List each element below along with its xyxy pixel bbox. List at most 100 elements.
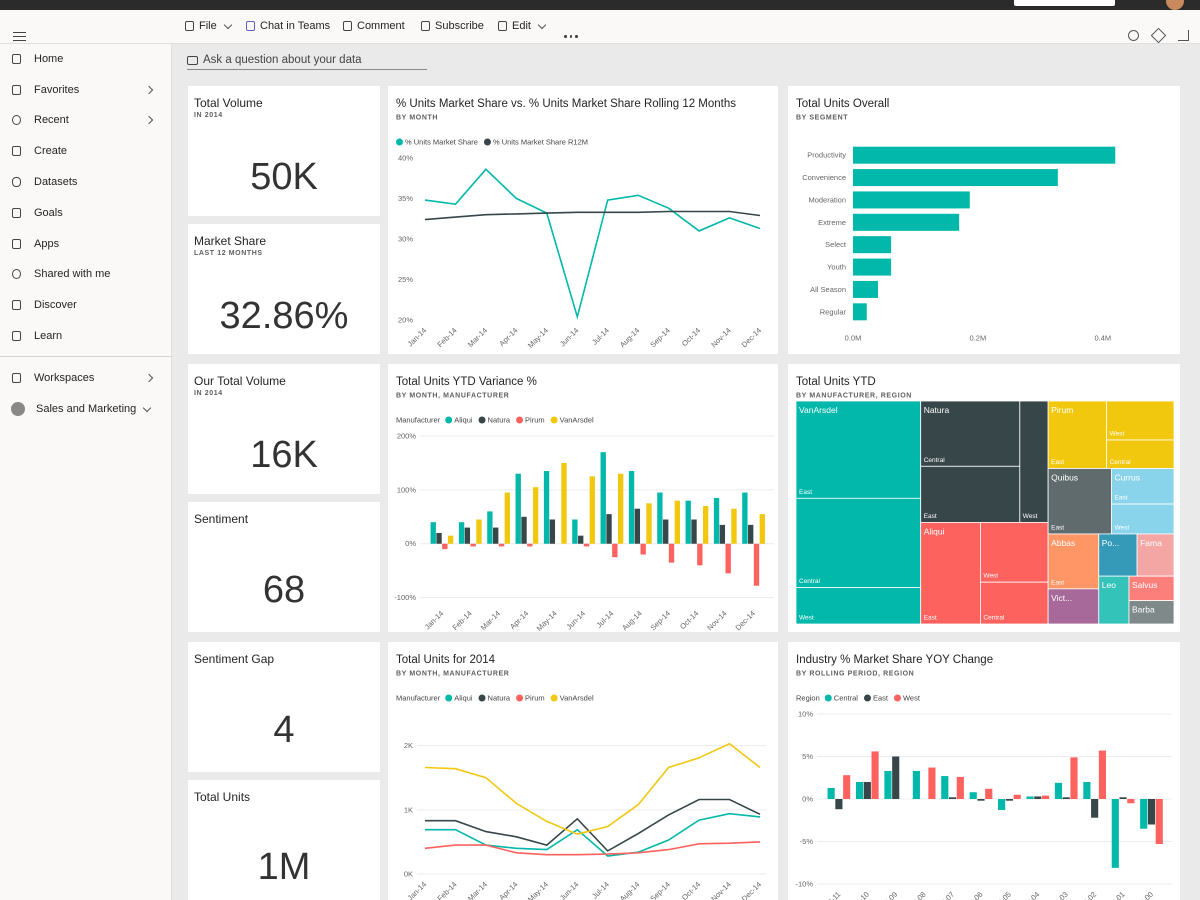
x-tick-label: Jun-14: [558, 326, 581, 349]
kpi-card[interactable]: Sentiment 68: [188, 502, 380, 632]
nav-item[interactable]: Home: [12, 49, 162, 69]
favorite-button[interactable]: [1150, 27, 1167, 44]
kpi-title: Total Units: [194, 790, 251, 804]
bar: [719, 524, 726, 544]
bar: [691, 519, 697, 544]
bar: [1098, 750, 1106, 799]
x-tick-label: May-14: [526, 326, 550, 350]
chart-tile[interactable]: Industry % Market Share YOY Change BY ROL…: [788, 642, 1180, 900]
bar: [458, 522, 465, 544]
bar: [549, 519, 556, 544]
nav-item[interactable]: Favorites: [12, 80, 162, 100]
chart-tile[interactable]: % Units Market Share vs. % Units Market …: [388, 86, 778, 354]
nav-item[interactable]: Learn: [12, 326, 162, 346]
x-tick-label: 0.2M: [970, 334, 987, 343]
toolbar-button[interactable]: Subscribe: [421, 20, 484, 32]
bar: [1062, 797, 1070, 799]
bar: [725, 543, 731, 574]
bar: [853, 280, 878, 298]
kpi-title: Sentiment Gap: [194, 652, 275, 666]
kpi-card[interactable]: Our Total Volume IN 2014 16K: [188, 364, 380, 494]
chart-tile[interactable]: Total Units YTD BY MANUFACTURER, REGION Ea…: [788, 364, 1180, 632]
treemap-region-label: West: [1110, 430, 1125, 437]
bar: [674, 500, 680, 544]
legend-marker: [445, 694, 453, 702]
kpi-card[interactable]: Market Share LAST 12 MONTHS 32.86%: [188, 224, 380, 354]
kpi-card[interactable]: Total Volume IN 2014 50K: [188, 86, 380, 216]
x-tick-label: P-10: [853, 890, 871, 900]
line: [424, 210, 761, 221]
x-tick-label: 0.4M: [1094, 334, 1111, 343]
fullscreen-button[interactable]: [1178, 30, 1189, 41]
y-tick-label: 100%: [397, 485, 417, 494]
x-tick-label: Oct-14: [678, 609, 700, 631]
bar: [853, 236, 892, 254]
nav-label: Goals: [34, 207, 63, 219]
bar: [442, 543, 448, 550]
bar: [863, 782, 871, 799]
bar: [600, 452, 606, 544]
toolbar-button[interactable]: Comment: [343, 20, 405, 32]
bar: [948, 797, 957, 799]
treemap-label: VanArsdel: [799, 405, 838, 415]
search-box[interactable]: [1014, 0, 1115, 6]
bar: [941, 776, 949, 799]
kpi-title: Total Volume: [194, 96, 263, 110]
toolbar-button[interactable]: Edit: [498, 20, 547, 32]
bar: [713, 497, 720, 544]
chart-tile[interactable]: Total Units YTD Variance % BY MONTH, MANU…: [388, 364, 778, 632]
y-tick-label: Regular: [820, 307, 847, 316]
bar: [515, 473, 521, 544]
y-tick-label: Extreme: [818, 218, 846, 227]
nav-item[interactable]: Create: [12, 141, 162, 161]
bar: [1111, 799, 1119, 868]
treemap-label: Vict...: [1051, 593, 1072, 603]
nav-item[interactable]: Discover: [12, 295, 162, 315]
nav-item[interactable]: Workspaces: [12, 368, 162, 388]
refresh-button[interactable]: [1128, 30, 1139, 41]
treemap-label: Pirum: [1051, 405, 1073, 415]
y-tick-label: 10%: [798, 710, 813, 719]
chart-tile[interactable]: Total Units for 2014 BY MONTH, MANUFACTUR…: [388, 642, 778, 900]
chart: Industry % Market Share YOY Change BY ROL…: [795, 654, 1172, 900]
kpi-card[interactable]: Sentiment Gap 4: [188, 642, 380, 772]
more-button[interactable]: [564, 35, 578, 38]
y-tick-label: -10%: [795, 880, 813, 889]
bar: [628, 471, 635, 544]
legend-marker: [893, 694, 901, 702]
nav-label: Shared with me: [34, 268, 111, 280]
bar: [753, 543, 760, 586]
toolbar-button[interactable]: File: [185, 20, 232, 32]
bar: [853, 213, 960, 231]
nav-item[interactable]: Apps: [12, 234, 162, 254]
nav-item[interactable]: Goals: [12, 203, 162, 223]
x-tick-label: Nov-14: [705, 609, 728, 632]
y-tick-label: -100%: [394, 593, 416, 602]
chart: Total Units for 2014 BY MONTH, MANUFACTUR…: [396, 654, 766, 900]
chart-subtitle: BY MANUFACTURER, REGION: [796, 393, 912, 400]
nav-item[interactable]: Shared with me: [12, 264, 162, 284]
x-tick-label: Oct-14: [680, 880, 702, 900]
toolbar-button[interactable]: Chat in Teams: [246, 20, 330, 32]
x-tick-label: Dec-14: [740, 880, 763, 900]
legend-label: VanArsdel: [560, 694, 594, 703]
nav-item[interactable]: Recent: [12, 110, 162, 130]
treemap-region-label: Central: [799, 578, 821, 585]
y-tick-label: Youth: [827, 263, 846, 272]
nav-item[interactable]: Sales and Marketing: [11, 399, 162, 419]
chart-subtitle: BY MONTH, MANUFACTURER: [396, 393, 509, 400]
bar: [543, 471, 550, 544]
bar: [731, 508, 737, 544]
chart-tile[interactable]: Total Units Overall BY SEGMENT 0.0M 0.2M 0.4…: [788, 86, 1180, 354]
kpi-card[interactable]: Total Units 1M: [188, 780, 380, 900]
menu-button[interactable]: [13, 32, 26, 41]
divider: [0, 356, 171, 357]
treemap-cell: [1047, 588, 1100, 625]
x-tick-label: Nov-14: [709, 326, 732, 349]
qna-box[interactable]: Ask a question about your data: [187, 51, 427, 70]
nav-item[interactable]: Datasets: [12, 172, 162, 192]
kpi-title: Sentiment: [194, 512, 249, 526]
nav-label: Home: [34, 53, 64, 65]
avatar[interactable]: [1166, 0, 1184, 10]
